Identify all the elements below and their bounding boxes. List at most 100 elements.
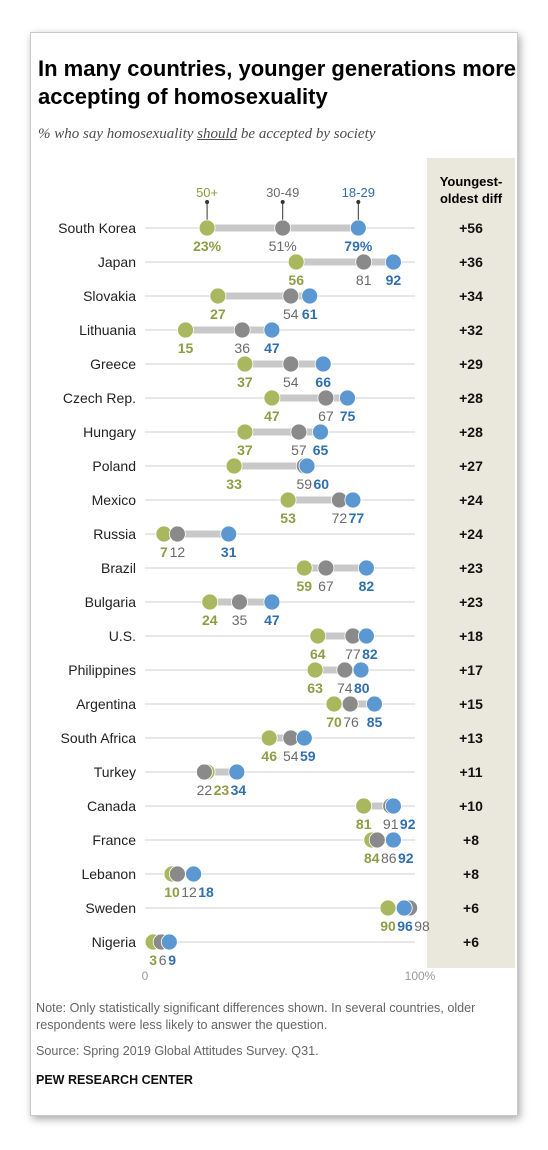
dot-30-49: [231, 593, 248, 611]
country-label: Nigeria: [92, 934, 137, 950]
value-label-18-29: 34: [231, 782, 247, 798]
legend-pointer-dot: [205, 200, 210, 204]
dot-18-29: [352, 661, 370, 679]
country-label: Sweden: [85, 900, 136, 916]
dot-18-29: [384, 797, 402, 815]
value-label-30-49: 54: [283, 374, 299, 390]
dot-50-plus: [325, 695, 343, 713]
subtitle-part: % who say homosexuality: [38, 126, 198, 142]
diff-value: +24: [459, 492, 483, 508]
value-label-18-29: 61: [302, 306, 318, 322]
diff-value: +27: [459, 458, 483, 474]
dot-30-49: [341, 695, 359, 713]
dot-18-29: [366, 695, 383, 713]
diff-value: +8: [463, 866, 479, 882]
dot-18-29: [220, 525, 238, 543]
country-label: Argentina: [76, 696, 136, 712]
brand-label: PEW RESEARCH CENTER: [36, 1073, 193, 1087]
diff-value: +6: [463, 900, 479, 916]
diff-value: +36: [459, 254, 483, 270]
value-label-30-49: 6: [159, 952, 167, 968]
value-label-50-plus: 7: [160, 544, 168, 560]
value-label-18-29: 92: [398, 850, 414, 866]
legend-pointer-dot: [280, 200, 285, 204]
diff-value: +8: [463, 832, 479, 848]
value-label-30-49: 76: [343, 714, 359, 730]
diff-header-line: Youngest-: [440, 174, 503, 189]
diff-value: +28: [459, 424, 483, 440]
value-label-18-29: 82: [362, 646, 378, 662]
dot-18-29: [384, 253, 402, 271]
diff-value: +28: [459, 390, 483, 406]
diff-value: +18: [459, 628, 483, 644]
diff-value: +11: [460, 764, 483, 780]
dot-50-plus: [306, 661, 324, 679]
value-label-30-49: 81: [356, 272, 372, 288]
country-label: U.S.: [109, 628, 136, 644]
value-label-18-29: 79%: [344, 238, 373, 254]
dot-plot-chart: Youngest-oldest diff 50+ 30-49 18-29 South K…: [58, 158, 515, 983]
chart-source: Source: Spring 2019 Global Attitudes Sur…: [36, 1044, 319, 1058]
diff-value: +24: [459, 526, 483, 542]
value-label-50-plus: 81: [356, 816, 372, 832]
legend-label-50-plus: 50+: [196, 185, 218, 200]
value-label-18-29: 47: [264, 612, 280, 628]
country-label: Mexico: [92, 492, 137, 508]
value-label-18-29: 92: [386, 272, 402, 288]
value-label-18-29: 31: [221, 544, 237, 560]
dot-18-29: [263, 321, 281, 339]
country-label: Turkey: [94, 764, 136, 780]
legend-label-30-49: 30-49: [266, 185, 299, 200]
diff-header-line: oldest diff: [440, 191, 503, 206]
country-label: Canada: [87, 798, 136, 814]
dot-30-49: [274, 219, 292, 237]
dot-18-29: [339, 389, 356, 407]
value-label-50-plus: 53: [280, 510, 296, 526]
country-label: Lithuania: [79, 322, 136, 338]
dot-30-49: [290, 423, 308, 441]
country-label: Poland: [92, 458, 136, 474]
dot-30-49: [336, 661, 354, 679]
value-label-30-49: 54: [283, 306, 299, 322]
country-label: Czech Rep.: [63, 390, 136, 406]
country-label: France: [92, 832, 136, 848]
value-label-18-29: 85: [367, 714, 383, 730]
dot-18-29: [395, 899, 413, 917]
diff-value: +15: [459, 696, 483, 712]
diff-value: +23: [459, 560, 483, 576]
value-label-30-49: 12: [170, 544, 186, 560]
value-label-50-plus: 33: [226, 476, 242, 492]
value-label-18-29: 9: [168, 952, 176, 968]
dot-18-29: [295, 729, 313, 747]
country-label: Lebanon: [81, 866, 136, 882]
dot-50-plus: [355, 797, 373, 815]
dot-30-49: [317, 559, 335, 577]
diff-value: +17: [459, 662, 483, 678]
value-label-30-49: 57: [291, 442, 307, 458]
value-label-30-49: 91: [383, 816, 399, 832]
dot-30-49: [355, 253, 373, 271]
value-label-50-plus: 47: [264, 408, 280, 424]
value-label-18-29: 60: [314, 476, 330, 492]
value-label-50-plus: 63: [307, 680, 323, 696]
dot-50-plus: [177, 321, 194, 339]
dot-18-29: [344, 491, 362, 509]
value-label-18-29: 80: [354, 680, 370, 696]
value-label-30-49: 12: [181, 884, 197, 900]
value-label-50-plus: 23%: [193, 238, 222, 254]
dot-50-plus: [279, 491, 297, 509]
dot-18-29: [263, 593, 281, 611]
value-label-18-29: 66: [315, 374, 331, 390]
diff-value: +6: [463, 934, 479, 950]
dot-18-29: [160, 933, 178, 951]
value-label-30-49: 67: [318, 408, 334, 424]
country-label: Russia: [93, 526, 136, 542]
dot-18-29: [314, 355, 332, 373]
country-label: Brazil: [101, 560, 136, 576]
value-label-30-49: 67: [318, 578, 334, 594]
value-label-50-plus: 70: [326, 714, 342, 730]
chart-note: Note: Only statistically significant dif…: [36, 1001, 476, 1032]
dot-50-plus: [209, 287, 227, 305]
value-label-30-49: 59: [297, 476, 313, 492]
value-label-30-49: 77: [345, 646, 361, 662]
